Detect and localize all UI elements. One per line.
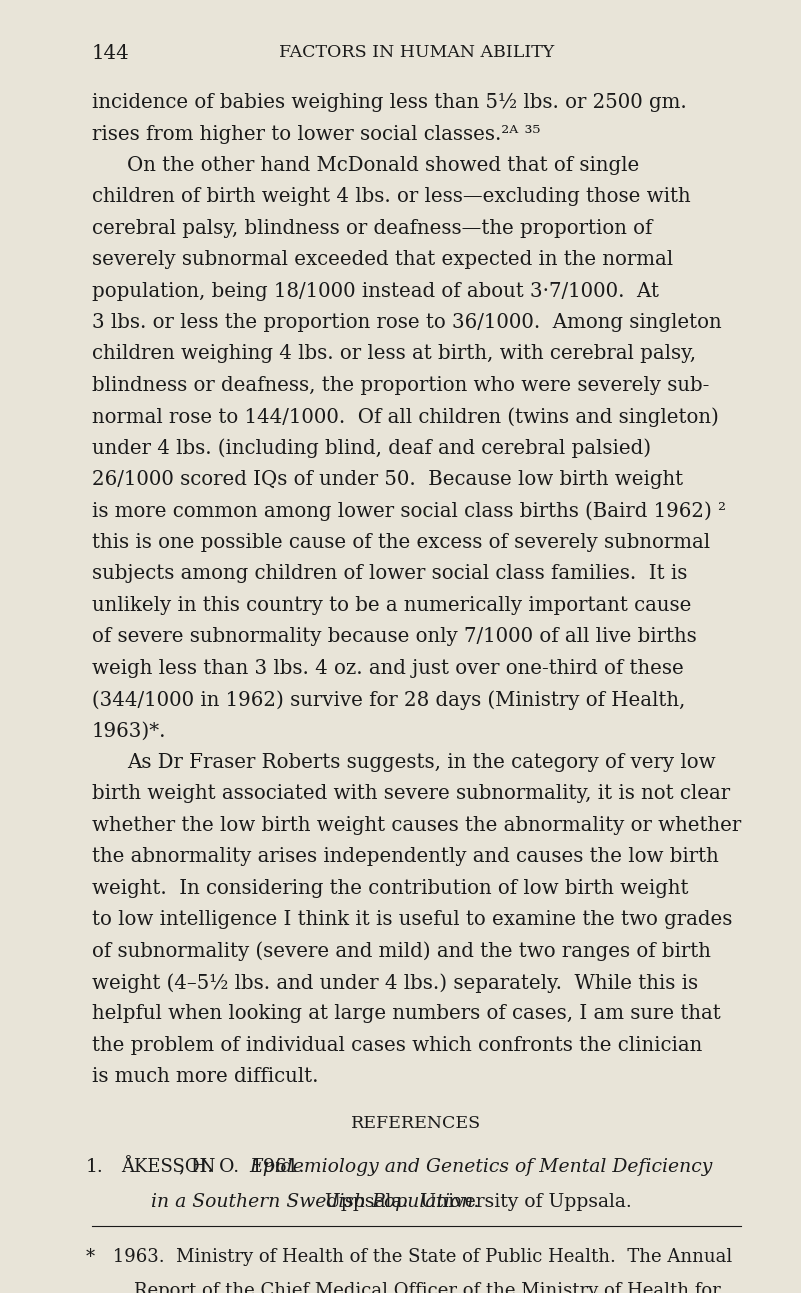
- Text: , H. O.  1961.: , H. O. 1961.: [179, 1157, 316, 1175]
- Text: this is one possible cause of the excess of severely subnormal: this is one possible cause of the excess…: [92, 533, 710, 552]
- Text: in a Southern Swedish Population.: in a Southern Swedish Population.: [151, 1193, 480, 1212]
- Text: subjects among children of lower social class families.  It is: subjects among children of lower social …: [92, 564, 687, 583]
- Text: 1963)*.: 1963)*.: [92, 721, 167, 741]
- Text: 1.: 1.: [86, 1157, 103, 1175]
- Text: On the other hand McDonald showed that of single: On the other hand McDonald showed that o…: [127, 156, 640, 175]
- Text: whether the low birth weight causes the abnormality or whether: whether the low birth weight causes the …: [92, 816, 742, 835]
- Text: helpful when looking at large numbers of cases, I am sure that: helpful when looking at large numbers of…: [92, 1005, 721, 1023]
- Text: birth weight associated with severe subnormality, it is not clear: birth weight associated with severe subn…: [92, 785, 731, 803]
- Text: weight.  In considering the contribution of low birth weight: weight. In considering the contribution …: [92, 878, 689, 897]
- Text: As Dr Fraser Roberts suggests, in the category of very low: As Dr Fraser Roberts suggests, in the ca…: [127, 753, 716, 772]
- Text: Epidemiology and Genetics of Mental Deficiency: Epidemiology and Genetics of Mental Defi…: [249, 1157, 712, 1175]
- Text: ÅKESSON: ÅKESSON: [121, 1157, 215, 1175]
- Text: 1963.  Ministry of Health of the State of Public Health.  The Annual: 1963. Ministry of Health of the State of…: [107, 1248, 732, 1266]
- Text: (344/1000 in 1962) survive for 28 days (Ministry of Health,: (344/1000 in 1962) survive for 28 days (…: [92, 690, 686, 710]
- Text: children weighing 4 lbs. or less at birth, with cerebral palsy,: children weighing 4 lbs. or less at birt…: [92, 344, 696, 363]
- Text: 26/1000 scored IQs of under 50.  Because low birth weight: 26/1000 scored IQs of under 50. Because …: [92, 471, 683, 489]
- Text: 144: 144: [92, 44, 130, 63]
- Text: of subnormality (severe and mild) and the two ranges of birth: of subnormality (severe and mild) and th…: [92, 941, 711, 961]
- Text: REFERENCES: REFERENCES: [352, 1116, 481, 1133]
- Text: to low intelligence I think it is useful to examine the two grades: to low intelligence I think it is useful…: [92, 910, 732, 928]
- Text: incidence of babies weighing less than 5½ lbs. or 2500 gm.: incidence of babies weighing less than 5…: [92, 93, 687, 112]
- Text: cerebral palsy, blindness or deafness—the proportion of: cerebral palsy, blindness or deafness—th…: [92, 219, 653, 238]
- Text: severely subnormal exceeded that expected in the normal: severely subnormal exceeded that expecte…: [92, 250, 673, 269]
- Text: FACTORS IN HUMAN ABILITY: FACTORS IN HUMAN ABILITY: [279, 44, 554, 61]
- Text: weight (4–5½ lbs. and under 4 lbs.) separately.  While this is: weight (4–5½ lbs. and under 4 lbs.) sepa…: [92, 972, 698, 993]
- Text: Uppsala.  University of Uppsala.: Uppsala. University of Uppsala.: [313, 1193, 632, 1212]
- Text: children of birth weight 4 lbs. or less—excluding those with: children of birth weight 4 lbs. or less—…: [92, 187, 690, 207]
- Text: weigh less than 3 lbs. 4 oz. and just over one-third of these: weigh less than 3 lbs. 4 oz. and just ov…: [92, 658, 684, 678]
- Text: is more common among lower social class births (Baird 1962) ²: is more common among lower social class …: [92, 502, 727, 521]
- Text: of severe subnormality because only 7/1000 of all live births: of severe subnormality because only 7/10…: [92, 627, 697, 646]
- Text: unlikely in this country to be a numerically important cause: unlikely in this country to be a numeric…: [92, 596, 691, 614]
- Text: the abnormality arises independently and causes the low birth: the abnormality arises independently and…: [92, 847, 718, 866]
- Text: normal rose to 144/1000.  Of all children (twins and singleton): normal rose to 144/1000. Of all children…: [92, 407, 719, 427]
- Text: 3 lbs. or less the proportion rose to 36/1000.  Among singleton: 3 lbs. or less the proportion rose to 36…: [92, 313, 722, 332]
- Text: rises from higher to lower social classes.²ᴬ ³⁵: rises from higher to lower social classe…: [92, 124, 541, 144]
- Text: blindness or deafness, the proportion who were severely sub-: blindness or deafness, the proportion wh…: [92, 376, 710, 394]
- Text: is much more difficult.: is much more difficult.: [92, 1067, 319, 1086]
- Text: the problem of individual cases which confronts the clinician: the problem of individual cases which co…: [92, 1036, 702, 1055]
- Text: Report of the Chief Medical Officer of the Ministry of Health for: Report of the Chief Medical Officer of t…: [134, 1281, 721, 1293]
- Text: under 4 lbs. (including blind, deaf and cerebral palsied): under 4 lbs. (including blind, deaf and …: [92, 438, 651, 459]
- Text: *: *: [86, 1248, 95, 1266]
- Text: population, being 18/1000 instead of about 3·7/1000.  At: population, being 18/1000 instead of abo…: [92, 282, 659, 300]
